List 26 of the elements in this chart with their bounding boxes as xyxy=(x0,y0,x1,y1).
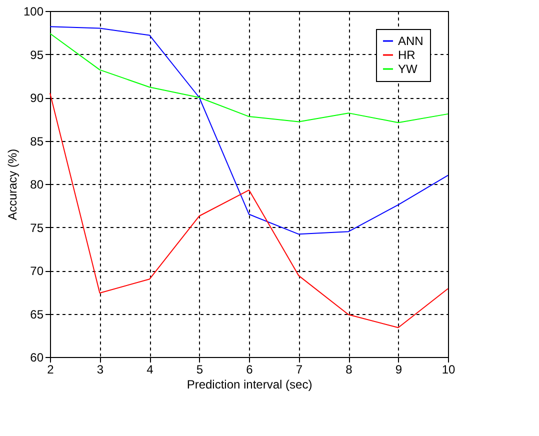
line-series xyxy=(50,32,448,124)
legend-label: ANN xyxy=(398,34,424,48)
line-series xyxy=(50,26,448,235)
y-tick-label: 95 xyxy=(30,48,44,62)
x-axis-title: Prediction interval (sec) xyxy=(186,378,312,392)
y-tick-label: 100 xyxy=(23,4,44,18)
y-tick-label: 85 xyxy=(30,134,44,148)
y-tick-label: 60 xyxy=(30,350,44,364)
y-tick-label: 90 xyxy=(30,91,44,105)
x-tick-label: 5 xyxy=(196,362,204,376)
x-tick-label: 6 xyxy=(246,362,254,376)
y-tick-label: 65 xyxy=(30,307,44,322)
x-tick-label: 7 xyxy=(296,362,303,376)
x-tick-label: 2 xyxy=(47,362,54,376)
x-tick-label: 10 xyxy=(442,362,456,376)
y-tick-label: 70 xyxy=(30,264,44,278)
x-tick-label: 3 xyxy=(96,362,104,376)
x-tick-label: 9 xyxy=(395,362,402,376)
legend-label: HR xyxy=(398,48,416,62)
legend-label: YW xyxy=(398,62,418,76)
line-series xyxy=(50,92,448,328)
x-tick-label: 4 xyxy=(146,362,154,376)
y-tick-label: 75 xyxy=(30,220,44,235)
x-tick-label: 8 xyxy=(346,362,353,376)
y-tick-label: 80 xyxy=(30,178,44,192)
y-axis-title: Accuracy (%) xyxy=(5,148,20,220)
